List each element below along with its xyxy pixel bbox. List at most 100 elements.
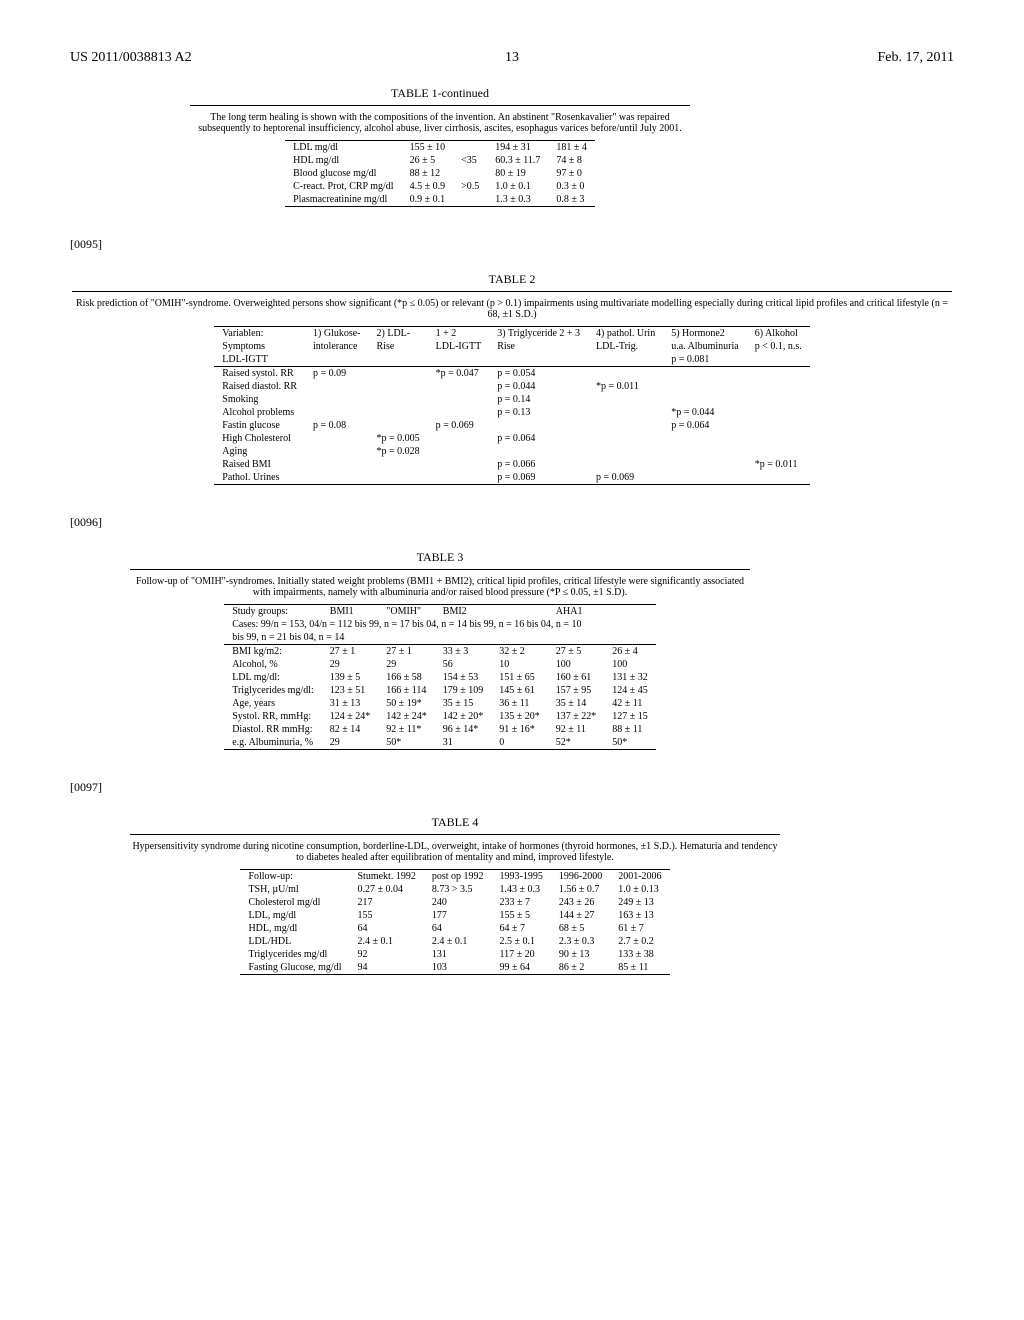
table-cell bbox=[428, 458, 490, 471]
table-cell bbox=[663, 432, 747, 445]
table-cell bbox=[305, 471, 369, 485]
table-cell: 64 bbox=[424, 922, 492, 935]
table-cell: High Cholesterol bbox=[214, 432, 305, 445]
table-cell: 0.27 ± 0.04 bbox=[350, 883, 424, 896]
table-cell bbox=[491, 605, 548, 619]
table-cell bbox=[588, 432, 663, 445]
table-row: LDL-IGTTp = 0.081 bbox=[214, 353, 809, 367]
table-cell: p = 0.064 bbox=[663, 419, 747, 432]
table-cell: Cases: 99/n = 153, 04/n = 112 bis 99, n … bbox=[224, 618, 656, 631]
table-cell bbox=[305, 380, 369, 393]
pub-date: Feb. 17, 2011 bbox=[878, 50, 954, 66]
table-cell: 92 bbox=[350, 948, 424, 961]
table-cell bbox=[369, 393, 428, 406]
table-row: Fasting Glucose, mg/dl9410399 ± 6486 ± 2… bbox=[240, 961, 669, 975]
table-cell bbox=[305, 353, 369, 367]
table-cell: 91 ± 16* bbox=[491, 723, 548, 736]
table-cell: 1.3 ± 0.3 bbox=[487, 193, 548, 207]
table-cell: Blood glucose mg/dl bbox=[285, 167, 401, 180]
table-cell bbox=[747, 419, 810, 432]
table-cell: >0.5 bbox=[453, 180, 487, 193]
table-cell: 144 ± 27 bbox=[551, 909, 610, 922]
table-cell bbox=[369, 458, 428, 471]
table-cell: 0.8 ± 3 bbox=[548, 193, 595, 207]
table-cell: Pathol. Urines bbox=[214, 471, 305, 485]
table-cell: 177 bbox=[424, 909, 492, 922]
table-cell: Raised systol. RR bbox=[214, 367, 305, 381]
table-cell bbox=[747, 393, 810, 406]
table-4-caption: Hypersensitivity syndrome during nicotin… bbox=[130, 834, 780, 869]
table-cell: 194 ± 31 bbox=[487, 141, 548, 155]
table-cell bbox=[428, 445, 490, 458]
table-cell: 35 ± 14 bbox=[548, 697, 605, 710]
table-cell: 74 ± 8 bbox=[548, 154, 595, 167]
table-cell: 35 ± 15 bbox=[435, 697, 492, 710]
table-cell: 10 bbox=[491, 658, 548, 671]
table-cell: 233 ± 7 bbox=[492, 896, 551, 909]
table-row: Age, years31 ± 1350 ± 19*35 ± 1536 ± 113… bbox=[224, 697, 656, 710]
table-cell bbox=[588, 393, 663, 406]
table-cell: 8.73 > 3.5 bbox=[424, 883, 492, 896]
table-cell: Cholesterol mg/dl bbox=[240, 896, 349, 909]
table-cell bbox=[663, 458, 747, 471]
table-cell bbox=[369, 471, 428, 485]
table-cell: Fasting Glucose, mg/dl bbox=[240, 961, 349, 975]
table-cell bbox=[588, 367, 663, 381]
table-cell: *p = 0.005 bbox=[369, 432, 428, 445]
table-row: BMI kg/m2:27 ± 127 ± 133 ± 332 ± 227 ± 5… bbox=[224, 645, 656, 659]
table-row: Raised systol. RRp = 0.09*p = 0.047p = 0… bbox=[214, 367, 809, 381]
table-cell: 36 ± 11 bbox=[491, 697, 548, 710]
table-cell: Rise bbox=[489, 340, 588, 353]
table-cell: AHA1 bbox=[548, 605, 605, 619]
table-cell: 0.9 ± 0.1 bbox=[402, 193, 454, 207]
table-cell bbox=[305, 458, 369, 471]
table-cell: 2.5 ± 0.1 bbox=[492, 935, 551, 948]
table-cell: 88 ± 12 bbox=[402, 167, 454, 180]
table-cell: 96 ± 14* bbox=[435, 723, 492, 736]
table-1-body: LDL mg/dl155 ± 10194 ± 31181 ± 4HDL mg/d… bbox=[285, 140, 595, 207]
table-cell: 26 ± 4 bbox=[604, 645, 656, 659]
table-cell: 124 ± 24* bbox=[322, 710, 379, 723]
table-cell: 97 ± 0 bbox=[548, 167, 595, 180]
table-cell: Raised BMI bbox=[214, 458, 305, 471]
table-cell: 151 ± 65 bbox=[491, 671, 548, 684]
table-row: Variablen:1) Glukose-2) LDL-1 + 23) Trig… bbox=[214, 327, 809, 341]
table-cell: 163 ± 13 bbox=[610, 909, 669, 922]
table-4-body: Follow-up:Stumekt. 1992post op 19921993-… bbox=[240, 869, 669, 975]
table-cell bbox=[588, 458, 663, 471]
table-row: Smokingp = 0.14 bbox=[214, 393, 809, 406]
table-cell: 1) Glukose- bbox=[305, 327, 369, 341]
table-cell: 166 ± 114 bbox=[378, 684, 435, 697]
table-4: TABLE 4 Hypersensitivity syndrome during… bbox=[130, 815, 780, 975]
table-cell: 85 ± 11 bbox=[610, 961, 669, 975]
table-4-title: TABLE 4 bbox=[130, 815, 780, 830]
table-cell bbox=[588, 406, 663, 419]
table-1-caption: The long term healing is shown with the … bbox=[190, 105, 690, 140]
table-2-body: Variablen:1) Glukose-2) LDL-1 + 23) Trig… bbox=[214, 326, 809, 485]
table-cell: 100 bbox=[548, 658, 605, 671]
table-row: Triglycerides mg/dl:123 ± 51166 ± 114179… bbox=[224, 684, 656, 697]
table-cell: 154 ± 53 bbox=[435, 671, 492, 684]
table-cell: 249 ± 13 bbox=[610, 896, 669, 909]
table-row: Cholesterol mg/dl217240233 ± 7243 ± 2624… bbox=[240, 896, 669, 909]
table-row: HDL, mg/dl646464 ± 768 ± 561 ± 7 bbox=[240, 922, 669, 935]
table-cell: 1.0 ± 0.1 bbox=[487, 180, 548, 193]
table-cell: 117 ± 20 bbox=[492, 948, 551, 961]
table-cell: Age, years bbox=[224, 697, 322, 710]
table-row: C-react. Prot, CRP mg/dl4.5 ± 0.9>0.51.0… bbox=[285, 180, 595, 193]
table-cell: 100 bbox=[604, 658, 656, 671]
table-cell bbox=[428, 406, 490, 419]
table-cell: Stumekt. 1992 bbox=[350, 870, 424, 884]
paragraph-0095: [0095] bbox=[70, 237, 954, 252]
table-cell: p = 0.064 bbox=[489, 432, 588, 445]
table-cell bbox=[428, 471, 490, 485]
table-cell: LDL/HDL bbox=[240, 935, 349, 948]
table-cell bbox=[428, 380, 490, 393]
table-cell bbox=[747, 471, 810, 485]
page-number: 13 bbox=[505, 50, 519, 66]
table-cell: Symptoms bbox=[214, 340, 305, 353]
table-cell bbox=[453, 193, 487, 207]
table-row: Blood glucose mg/dl88 ± 1280 ± 1997 ± 0 bbox=[285, 167, 595, 180]
table-cell: 27 ± 1 bbox=[322, 645, 379, 659]
table-row: Alcohol problemsp = 0.13*p = 0.044 bbox=[214, 406, 809, 419]
